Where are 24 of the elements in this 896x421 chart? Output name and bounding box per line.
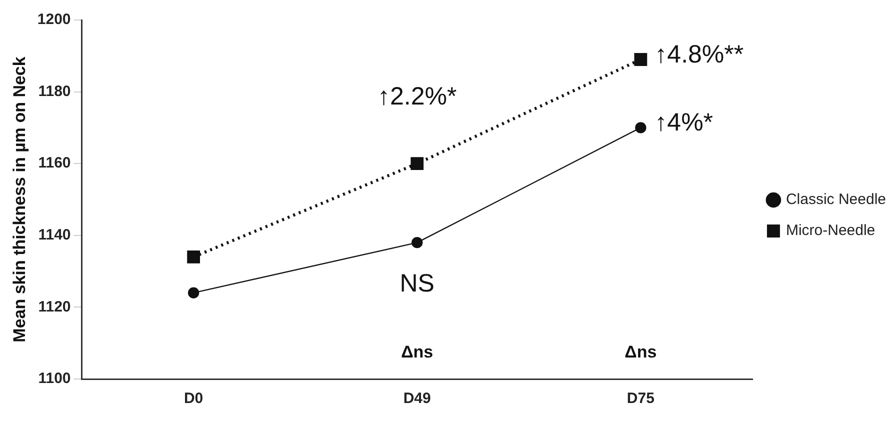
point <box>188 287 200 298</box>
annotation: Δns <box>624 342 657 362</box>
annotation: Δns <box>401 342 434 362</box>
point <box>634 53 648 66</box>
y-tick-label: 1160 <box>38 154 71 172</box>
x-tick-label: D0 <box>184 390 204 408</box>
y-axis-title: Mean skin thickness in µm on Neck <box>10 56 29 342</box>
point <box>187 250 200 264</box>
x-tick-label: D75 <box>626 390 654 408</box>
y-tick-label: 1120 <box>38 298 71 316</box>
x-tick-label: D49 <box>403 390 431 408</box>
legend-label: Classic Needle <box>786 191 886 208</box>
y-tick-label: 1140 <box>38 226 71 244</box>
y-tick-label: 1100 <box>38 370 71 388</box>
annotation: ↑4.8%** <box>654 40 744 68</box>
y-tick-label: 1200 <box>37 11 71 28</box>
point <box>410 157 424 170</box>
legend-label: Micro-Needle <box>786 222 876 240</box>
annotation: ↑4%* <box>654 108 714 137</box>
annotation: ↑2.2%* <box>378 82 457 110</box>
point <box>635 122 646 134</box>
annotation: NS <box>400 269 434 298</box>
point <box>412 236 423 248</box>
y-tick-label: 1180 <box>38 82 71 100</box>
